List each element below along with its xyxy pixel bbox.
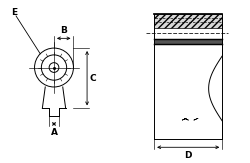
Bar	[154, 14, 222, 28]
Text: B: B	[60, 26, 67, 35]
Text: D: D	[184, 151, 192, 160]
Text: A: A	[50, 128, 58, 137]
Bar	[154, 39, 222, 44]
Text: E: E	[11, 8, 17, 17]
Text: C: C	[90, 74, 96, 83]
